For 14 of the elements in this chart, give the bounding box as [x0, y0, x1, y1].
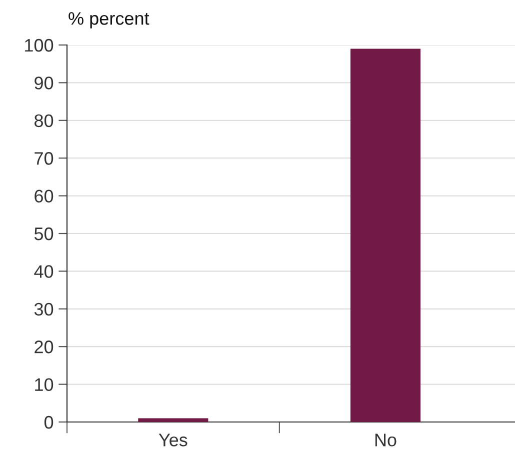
y-tick-label: 20	[34, 340, 54, 354]
y-tick-label: 40	[34, 265, 54, 278]
x-tick-label: No	[375, 434, 396, 446]
y-tick-label: 70	[34, 152, 54, 165]
x-tick-label: Yes	[158, 434, 188, 446]
y-tick-label: 100	[25, 38, 54, 52]
y-tick-label: 0	[44, 416, 54, 429]
y-tick-label: 90	[34, 76, 54, 90]
y-axis-title: % percent	[68, 12, 150, 28]
y-tick-label: 10	[35, 378, 54, 392]
y-tick-label: 50	[34, 227, 54, 240]
y-tick-label: 60	[34, 190, 54, 203]
y-tick-label: 80	[34, 114, 54, 128]
y-tick-label: 30	[34, 302, 54, 316]
